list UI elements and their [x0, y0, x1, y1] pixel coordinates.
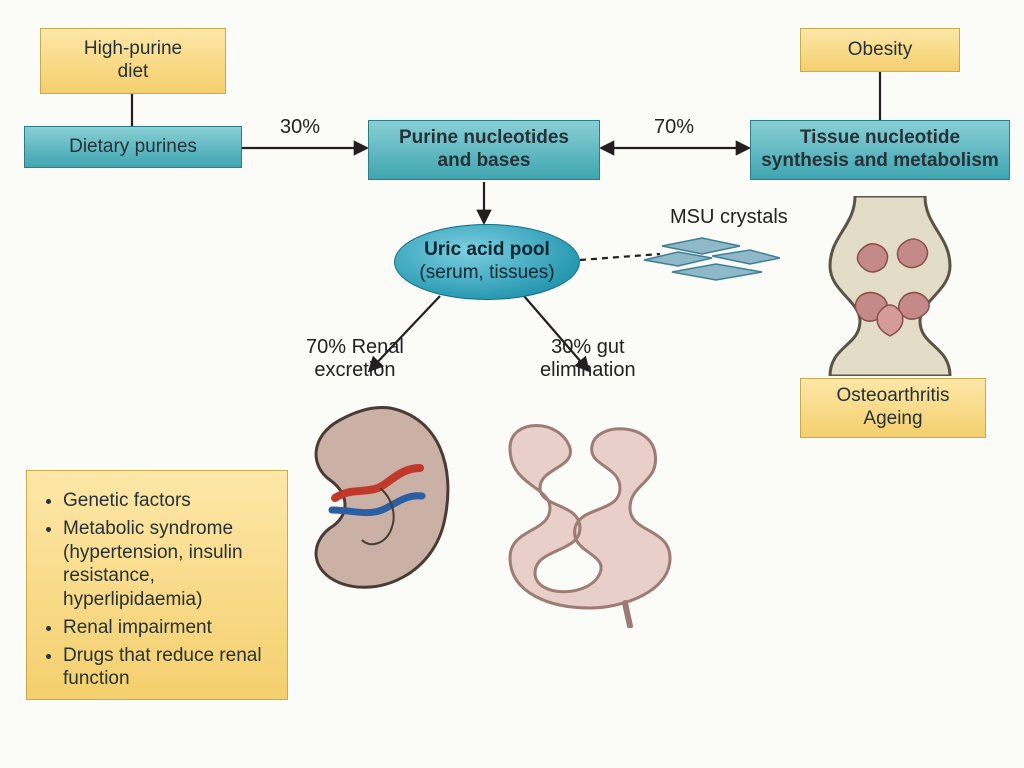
node-tissue-metabolism: Tissue nucleotidesynthesis and metabolis… [750, 120, 1010, 180]
node-dietary-purines: Dietary purines [24, 126, 242, 168]
label-30pct: 30% [280, 116, 320, 139]
node-obesity: Obesity [800, 28, 960, 72]
crystals-icon [642, 232, 782, 288]
diagram-stage: High-purinediet Dietary purines Purine n… [0, 0, 1024, 768]
kidney-icon [270, 398, 460, 598]
label: OsteoarthritisAgeing [837, 385, 950, 431]
label: Tissue nucleotidesynthesis and metabolis… [761, 127, 999, 173]
label: Obesity [848, 39, 912, 62]
list-item: Metabolic syndrome (hypertension, insuli… [63, 517, 269, 612]
label: Dietary purines [69, 136, 197, 159]
gut-icon [480, 408, 700, 628]
label: Purine nucleotidesand bases [399, 127, 569, 173]
label-70pct: 70% [654, 116, 694, 139]
list-item: Renal impairment [63, 616, 269, 640]
node-purine-nucleotides: Purine nucleotidesand bases [368, 120, 600, 180]
risk-factors-box: Genetic factors Metabolic syndrome (hype… [26, 470, 288, 700]
risk-factors-list: Genetic factors Metabolic syndrome (hype… [45, 489, 269, 691]
label: High-purinediet [84, 38, 182, 84]
label-gut-elimination: 30% gutelimination [540, 336, 636, 382]
label-msu-crystals: MSU crystals [670, 206, 788, 229]
list-item: Genetic factors [63, 489, 269, 513]
node-osteoarthritis-ageing: OsteoarthritisAgeing [800, 378, 986, 438]
joint-icon [800, 196, 980, 376]
node-uric-acid-pool: Uric acid pool (serum, tissues) [394, 224, 580, 300]
list-item: Drugs that reduce renal function [63, 644, 269, 692]
label: Uric acid pool (serum, tissues) [419, 239, 554, 285]
node-high-purine-diet: High-purinediet [40, 28, 226, 94]
label-renal-excretion: 70% Renalexcretion [306, 336, 404, 382]
